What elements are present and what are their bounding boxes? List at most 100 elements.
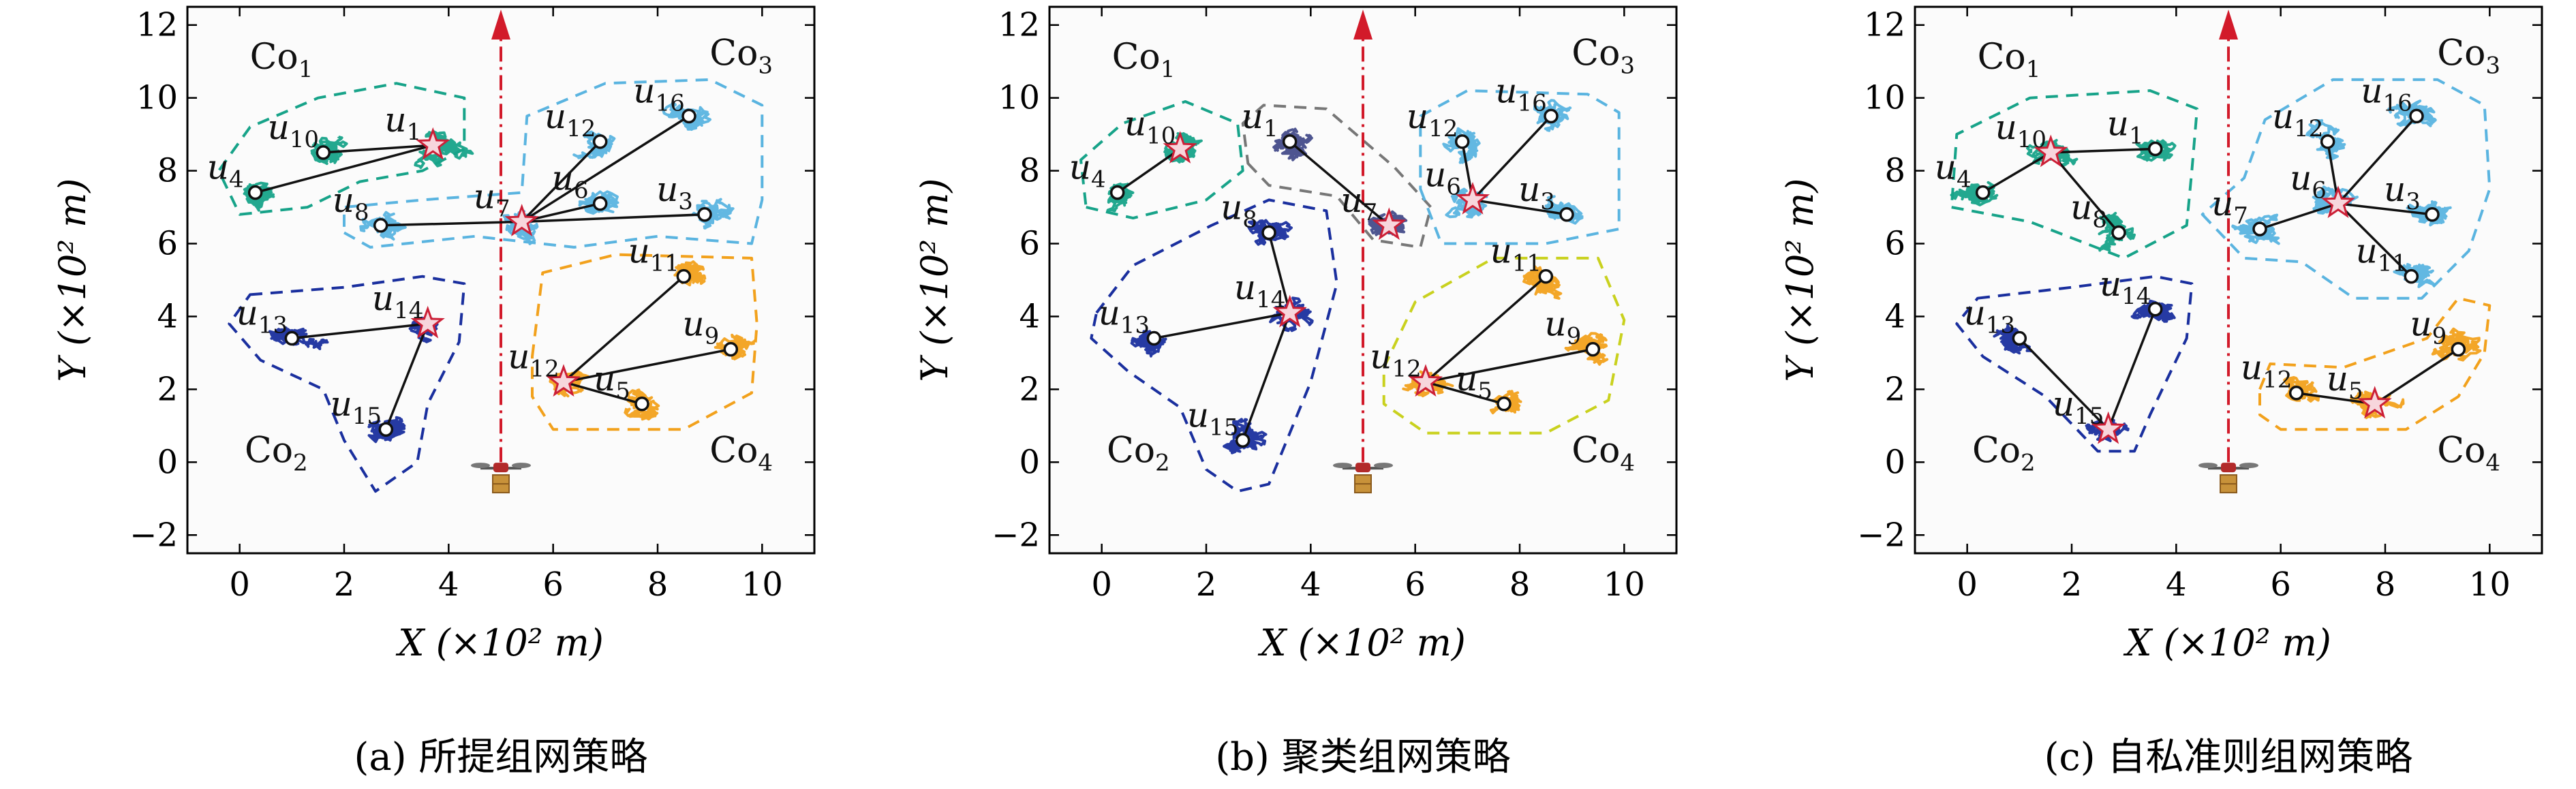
cluster-outline (1950, 89, 2198, 260)
user-marker (2409, 108, 2424, 124)
x-tick-label: 0 (1957, 566, 1978, 604)
cluster-head-marker (416, 127, 450, 160)
y-tick-label: 2 (157, 370, 178, 408)
link-line (563, 347, 731, 384)
user-marker (592, 134, 608, 149)
uav-icon (2198, 463, 2258, 494)
link-line (2049, 151, 2120, 234)
user-label: u6 (1424, 155, 1461, 200)
user-marker (373, 218, 388, 233)
cluster-head-marker (504, 204, 539, 236)
user-trajectory (2312, 185, 2359, 215)
user-marker (378, 422, 394, 437)
y-tick-label: 8 (1019, 152, 1040, 190)
user-trajectory (1223, 418, 1268, 454)
user-trajectory (1130, 330, 1167, 358)
user-marker (697, 207, 712, 222)
y-tick-label: 2 (1019, 370, 1040, 408)
link-line (563, 381, 643, 405)
user-marker (2012, 330, 2027, 346)
link-line (2051, 147, 2156, 154)
user-trajectory (624, 388, 660, 421)
y-tick-label: 4 (1884, 297, 1905, 335)
link-line (2019, 337, 2109, 431)
y-tick-label: 0 (1019, 443, 1040, 481)
user-marker (247, 185, 263, 200)
cluster-outline (217, 82, 466, 216)
y-tick-label: 6 (1884, 225, 1905, 263)
y-tick-label: 6 (157, 225, 178, 263)
link-line (521, 213, 705, 223)
cluster-outline (343, 78, 764, 249)
user-trajectory (1950, 181, 1999, 206)
x-tick-label: 0 (1091, 566, 1112, 604)
cluster-outline (1090, 198, 1338, 493)
x-tick-label: 10 (2469, 566, 2511, 604)
link-line (1242, 312, 1291, 441)
user-marker (1282, 134, 1298, 149)
user-marker (2147, 302, 2163, 317)
y-tick-label: 8 (157, 152, 178, 190)
cluster-outline (228, 275, 466, 493)
y-tick-label: 10 (1864, 79, 1905, 117)
user-trajectory (268, 326, 329, 350)
user-label: u13 (1964, 294, 2015, 339)
link-line (2337, 202, 2433, 216)
link-line (2374, 348, 2459, 405)
x-tick-label: 4 (2166, 566, 2187, 604)
user-trajectory (673, 260, 707, 287)
link-line (2337, 115, 2418, 204)
cluster-head-marker (1272, 294, 1307, 328)
x-axis-label: X (×10² m) (2123, 621, 2331, 664)
user-label: u12 (1407, 97, 1458, 142)
link-line (1425, 347, 1593, 384)
x-tick-label: 2 (2061, 566, 2083, 604)
cluster-head-marker (1372, 207, 1407, 241)
user-label: u9 (2410, 305, 2447, 350)
link-line (1268, 232, 1291, 313)
uav-path-arrow (2219, 10, 2238, 40)
y-axis-label: Y (×10² m) (913, 179, 956, 382)
user-trajectory (414, 130, 474, 170)
chart-panel-3: 0 2 4 6 8 10 −2 0 2 4 6 8 10 12 X (×10² m) Y (×10² m) (c… (1779, 5, 2543, 779)
link-line (2259, 202, 2339, 230)
link-line (1289, 140, 1390, 227)
panel-caption: (b) 聚类组网策略 (1215, 735, 1510, 779)
user-trajectory (2431, 327, 2482, 362)
x-tick-label: 8 (647, 566, 669, 604)
panel-caption: (a) 所提组网策略 (354, 735, 648, 779)
cluster-outline (1955, 275, 2194, 453)
link-line (2107, 309, 2157, 430)
uav-path-arrow (491, 10, 510, 40)
cluster-outline (2201, 78, 2491, 300)
link-line (323, 144, 433, 154)
y-tick-label: 0 (157, 443, 178, 481)
user-marker (634, 397, 649, 412)
user-label: u3 (2384, 170, 2421, 215)
y-tick-label: 12 (136, 6, 178, 44)
link-line (2337, 202, 2412, 277)
user-trajectory (2130, 299, 2176, 323)
link-line (380, 220, 522, 227)
link-line (1116, 148, 1181, 194)
y-tick-label: 4 (157, 297, 178, 335)
link-line (1471, 115, 1552, 201)
user-marker (2320, 134, 2335, 149)
user-marker (1544, 108, 1559, 124)
user-marker (2111, 225, 2126, 241)
user-marker (1975, 185, 1991, 200)
x-tick-label: 6 (542, 566, 564, 604)
link-line (1424, 275, 1547, 384)
link-line (384, 323, 429, 430)
cluster-outline (1079, 100, 1244, 220)
user-marker (2425, 207, 2440, 222)
user-marker (1235, 433, 1251, 448)
y-axis-label: Y (×10² m) (1779, 179, 1822, 382)
x-tick-label: 4 (1300, 566, 1321, 604)
cluster-outline (531, 253, 758, 431)
link-line (255, 144, 433, 194)
x-tick-label: 8 (1509, 566, 1531, 604)
user-trajectory (1272, 127, 1313, 161)
link-line (521, 114, 690, 223)
y-tick-label: 12 (1864, 6, 1905, 44)
